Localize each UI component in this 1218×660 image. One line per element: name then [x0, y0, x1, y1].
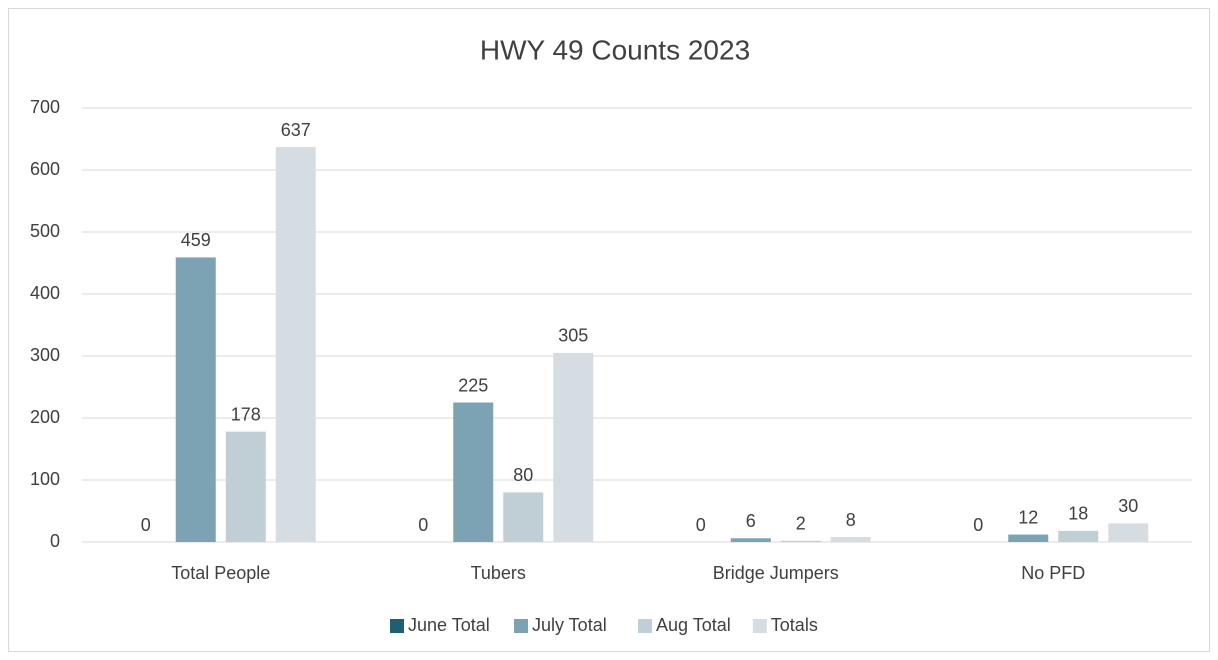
bar — [553, 352, 594, 542]
data-label: 80 — [513, 465, 533, 485]
data-label: 178 — [231, 404, 261, 424]
x-tick-label: Total People — [171, 563, 270, 583]
bar — [175, 257, 216, 542]
bar — [730, 538, 771, 542]
bar — [503, 492, 544, 542]
legend-label: June Total — [408, 615, 490, 635]
y-tick-label: 500 — [30, 221, 60, 241]
legend-label: July Total — [532, 615, 607, 635]
y-tick-label: 300 — [30, 345, 60, 365]
legend-swatch — [390, 619, 404, 633]
bar — [453, 402, 494, 542]
data-label: 225 — [458, 375, 488, 395]
data-label: 18 — [1068, 504, 1088, 524]
legend-swatch — [752, 619, 767, 633]
bar — [1008, 534, 1049, 542]
legend-swatch — [638, 619, 652, 633]
y-tick-label: 600 — [30, 159, 60, 179]
data-label: 0 — [696, 515, 706, 535]
x-tick-label: Bridge Jumpers — [713, 563, 839, 583]
bar — [780, 540, 821, 542]
x-tick-label: No PFD — [1021, 563, 1085, 583]
chart-title: HWY 49 Counts 2023 — [480, 34, 750, 65]
bar — [225, 431, 266, 542]
data-label: 8 — [846, 510, 856, 530]
data-label: 459 — [181, 230, 211, 250]
data-label: 30 — [1118, 496, 1138, 516]
legend-label: Totals — [771, 615, 818, 635]
data-label: 637 — [281, 120, 311, 140]
data-label: 0 — [973, 515, 983, 535]
bar — [1108, 523, 1149, 542]
legend-label: Aug Total — [656, 615, 731, 635]
bar — [1058, 530, 1099, 542]
data-label: 12 — [1018, 507, 1038, 527]
data-label: 0 — [418, 515, 428, 535]
data-label: 0 — [141, 515, 151, 535]
y-tick-label: 0 — [50, 531, 60, 551]
data-label: 305 — [558, 326, 588, 346]
y-tick-label: 100 — [30, 469, 60, 489]
data-label: 2 — [796, 514, 806, 534]
bar — [830, 537, 871, 542]
legend-swatch — [514, 619, 528, 633]
bar — [275, 147, 316, 542]
data-label: 6 — [746, 511, 756, 531]
x-tick-label: Tubers — [471, 563, 526, 583]
y-tick-label: 200 — [30, 407, 60, 427]
y-tick-label: 700 — [30, 97, 60, 117]
y-tick-label: 400 — [30, 283, 60, 303]
